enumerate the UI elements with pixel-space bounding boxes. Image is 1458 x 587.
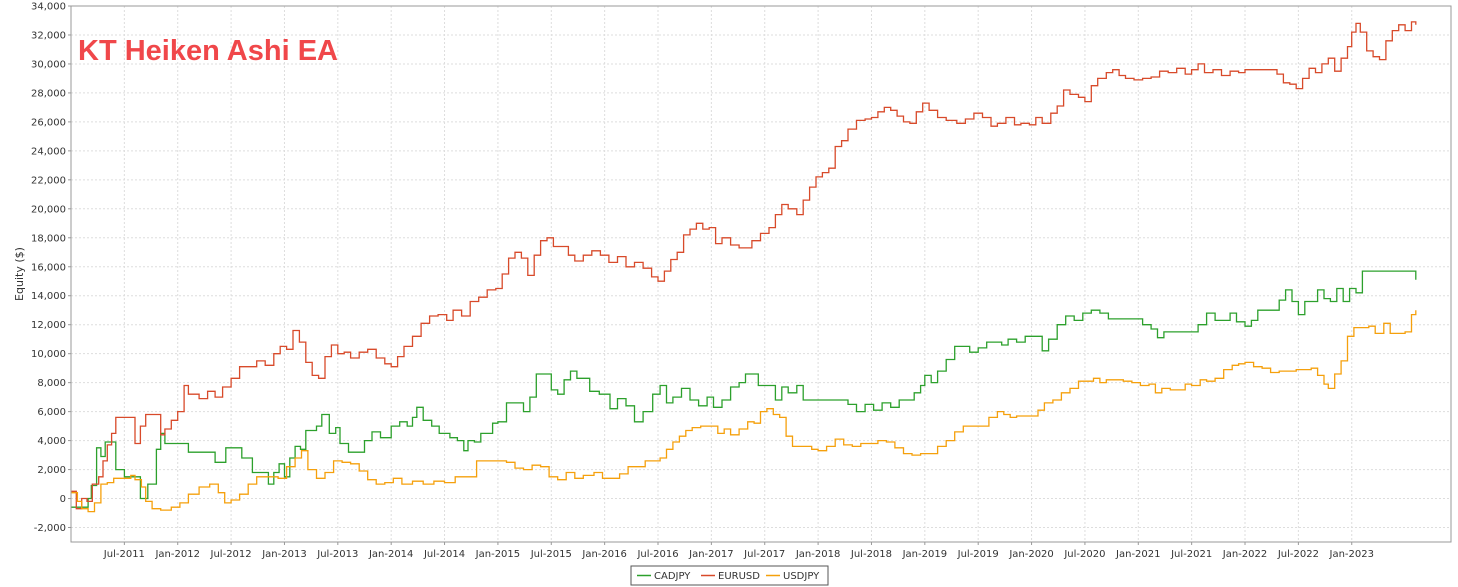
- y-tick-label: -2,000: [34, 523, 66, 534]
- y-tick-label: 4,000: [37, 436, 66, 447]
- x-tick-label: Jul-2020: [1063, 549, 1105, 560]
- legend-label-eurusd: EURUSD: [718, 571, 760, 582]
- series-line-eurusd: [71, 21, 1417, 510]
- x-tick-label: Jan-2012: [154, 549, 199, 560]
- x-tick-label: Jul-2016: [636, 549, 678, 560]
- x-tick-label: Jan-2015: [475, 549, 520, 560]
- y-tick-label: 0: [60, 494, 66, 505]
- y-tick-label: 28,000: [31, 88, 66, 99]
- y-tick-label: 12,000: [31, 320, 66, 331]
- x-tick-label: Jul-2022: [1277, 549, 1319, 560]
- y-axis: -2,000 0 2,000 4,000 6,000 8,000 10,000 12,000 1…: [31, 2, 71, 534]
- x-tick-label: Jul-2012: [210, 549, 252, 560]
- x-tick-label: Jul-2011: [103, 549, 145, 560]
- legend: CADJPY EURUSD USDJPY: [630, 565, 829, 586]
- plot-frame: [70, 5, 1452, 543]
- x-tick-label: Jan-2016: [581, 549, 626, 560]
- y-tick-label: 2,000: [37, 465, 66, 476]
- x-tick-label: Jul-2014: [423, 549, 465, 560]
- x-tick-label: Jan-2018: [795, 549, 840, 560]
- chart-title: KT Heiken Ashi EA: [78, 35, 338, 67]
- y-tick-label: 30,000: [31, 59, 66, 70]
- y-axis-label: Equity ($): [13, 247, 26, 301]
- y-tick-label: 20,000: [31, 204, 66, 215]
- y-tick-label: 8,000: [37, 378, 66, 389]
- x-tick-label: Jul-2021: [1170, 549, 1212, 560]
- x-tick-label: Jan-2019: [902, 549, 947, 560]
- x-tick-label: Jul-2015: [530, 549, 572, 560]
- x-tick-label: Jul-2018: [850, 549, 892, 560]
- y-tick-label: 18,000: [31, 233, 66, 244]
- series-line-usdjpy: [71, 310, 1417, 513]
- x-tick-label: Jan-2020: [1008, 549, 1053, 560]
- x-tick-label: Jan-2014: [368, 549, 413, 560]
- y-tick-label: 32,000: [31, 30, 66, 41]
- x-tick-label: Jul-2013: [316, 549, 358, 560]
- y-tick-label: 6,000: [37, 407, 66, 418]
- chart-grid: [71, 5, 1451, 542]
- x-tick-label: Jul-2017: [743, 549, 785, 560]
- y-tick-label: 16,000: [31, 262, 66, 273]
- y-tick-label: 24,000: [31, 146, 66, 157]
- legend-label-cadjpy: CADJPY: [654, 571, 691, 582]
- y-tick-label: 10,000: [31, 349, 66, 360]
- series-lines: [71, 21, 1417, 513]
- y-tick-label: 26,000: [31, 117, 66, 128]
- x-tick-label: Jan-2013: [261, 549, 306, 560]
- y-tick-label: 22,000: [31, 175, 66, 186]
- y-tick-label: 34,000: [31, 2, 66, 13]
- x-axis: Jul-2011 Jan-2012 Jul-2012 Jan-2013 Jul-2013…: [103, 542, 1374, 560]
- series-line-cadjpy: [71, 270, 1417, 508]
- x-tick-label: Jan-2021: [1115, 549, 1160, 560]
- x-tick-label: Jan-2022: [1222, 549, 1267, 560]
- x-tick-label: Jan-2017: [688, 549, 733, 560]
- legend-label-usdjpy: USDJPY: [783, 571, 820, 582]
- x-tick-label: Jan-2023: [1329, 549, 1374, 560]
- legend-box: [630, 565, 829, 586]
- x-tick-label: Jul-2019: [957, 549, 999, 560]
- y-tick-label: 14,000: [31, 291, 66, 302]
